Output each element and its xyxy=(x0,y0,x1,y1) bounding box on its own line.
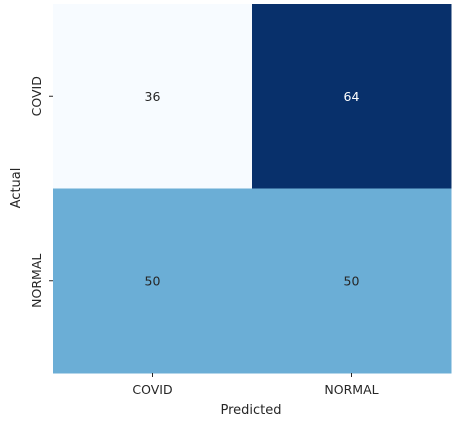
heatmap-cells: 36 64 50 50 xyxy=(53,4,452,374)
cell-value-label: 36 xyxy=(145,89,161,104)
heatmap-cell xyxy=(53,188,253,374)
y-axis-label: Actual xyxy=(9,168,24,209)
y-tick-label: NORMAL xyxy=(29,254,44,308)
heatmap-cell xyxy=(252,4,452,189)
heatmap-cell xyxy=(252,188,452,374)
x-tick-label: NORMAL xyxy=(324,382,378,397)
cell-value-label: 50 xyxy=(145,273,161,288)
cell-value-label: 64 xyxy=(344,89,360,104)
y-axis-ticks: COVID NORMAL xyxy=(29,76,53,308)
x-tick-label: COVID xyxy=(132,382,172,397)
x-axis-ticks: COVID NORMAL xyxy=(132,373,379,397)
y-tick-label: COVID xyxy=(29,76,44,116)
cell-value-label: 50 xyxy=(344,273,360,288)
x-axis-label: Predicted xyxy=(220,403,281,418)
heatmap-cell xyxy=(53,4,253,189)
